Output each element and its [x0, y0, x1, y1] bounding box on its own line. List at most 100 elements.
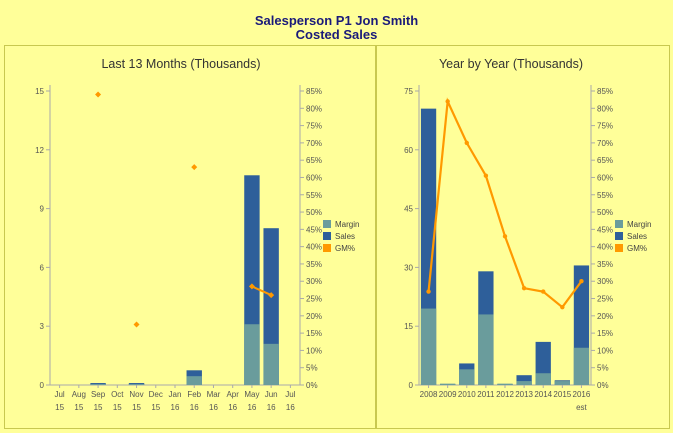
y2-tick-label: 5% [597, 364, 609, 373]
x-tick-label: 2009 [439, 390, 457, 399]
x-tick-label: Jul [285, 390, 295, 399]
sales-bar [516, 375, 532, 385]
x-tick-label: 2012 [496, 390, 514, 399]
x-tick-label: Jul [54, 390, 64, 399]
x-tick-label: Oct [111, 390, 124, 399]
gm-percent-point [579, 279, 584, 284]
y-tick-label: 60 [404, 146, 413, 155]
y2-tick-label: 55% [306, 191, 322, 200]
y2-tick-label: 70% [306, 139, 322, 148]
margin-bar [244, 324, 260, 385]
x-tick-label: Jan [169, 390, 182, 399]
gm-percent-marker [268, 292, 275, 299]
chart-title: Year by Year (Thousands) [439, 57, 583, 71]
x-tick-sublabel: 16 [228, 403, 237, 412]
margin-bar [186, 376, 202, 385]
y-tick-label: 0 [40, 381, 45, 390]
margin-bar [90, 384, 106, 385]
y2-tick-label: 80% [306, 104, 322, 113]
y2-tick-label: 40% [306, 243, 322, 252]
x-tick-label: Apr [226, 390, 239, 399]
y2-tick-label: 5% [306, 364, 318, 373]
y2-tick-label: 20% [306, 312, 322, 321]
gm-percent-marker [95, 91, 102, 98]
y-tick-label: 9 [40, 205, 45, 214]
y-tick-label: 75 [404, 87, 413, 96]
x-tick-label: Feb [187, 390, 201, 399]
gm-percent-point [464, 140, 469, 146]
gm-percent-point [541, 289, 546, 294]
x-tick-label: 2008 [420, 390, 438, 399]
year-by-year-chart: Year by Year (Thousands) 0 15 30 45 60 75 0% 5% 1… [404, 57, 651, 412]
margin-bar [128, 384, 145, 385]
legend-swatch [615, 232, 623, 240]
y2-tick-label: 35% [306, 260, 322, 269]
y-tick-label: 15 [35, 87, 44, 96]
legend-label: Sales [627, 232, 647, 241]
x-tick-sublabel: 16 [209, 403, 218, 412]
x-tick-sublabel: est [576, 403, 587, 412]
y-tick-label: 3 [40, 322, 45, 331]
x-tick-label: 2010 [458, 390, 476, 399]
gm-percent-point [426, 289, 431, 294]
margin-bar [554, 381, 570, 385]
y-tick-label: 30 [404, 263, 413, 272]
y2-tick-label: 85% [597, 87, 613, 96]
gm-percent-marker [248, 283, 255, 290]
gm-percent-point [445, 99, 450, 104]
report-subtitle: Costed Sales [295, 27, 378, 42]
legend-swatch [615, 244, 623, 252]
legend-label: Margin [627, 220, 651, 229]
x-tick-sublabel: 16 [190, 403, 199, 412]
y2-tick-label: 60% [597, 173, 613, 182]
y2-tick-label: 15% [306, 329, 322, 338]
y2-tick-label: 30% [597, 277, 613, 286]
y2-tick-label: 50% [597, 208, 613, 217]
margin-bar [573, 347, 590, 385]
gm-percent-point [521, 285, 527, 291]
x-tick-label: 2016 [573, 390, 591, 399]
y2-tick-label: 65% [597, 156, 613, 165]
legend-swatch [323, 232, 331, 240]
legend-label: GM% [335, 244, 355, 253]
legend-swatch [323, 244, 331, 252]
x-tick-sublabel: 15 [55, 403, 64, 412]
x-tick-sublabel: 15 [151, 403, 160, 412]
x-tick-label: 2011 [477, 390, 495, 399]
margin-bar [497, 383, 513, 385]
x-tick-label: 2013 [515, 390, 533, 399]
gm-percent-line [427, 97, 583, 309]
legend-label: Sales [335, 232, 355, 241]
x-tick-label: Jun [265, 390, 278, 399]
margin-bar [478, 314, 494, 385]
y2-tick-label: 35% [597, 260, 613, 269]
y2-tick-label: 0% [597, 381, 609, 390]
x-tick-label: Dec [149, 390, 163, 399]
y-tick-label: 12 [35, 146, 44, 155]
x-tick-sublabel: 15 [113, 403, 122, 412]
y2-tick-label: 65% [306, 156, 322, 165]
legend-swatch [615, 220, 623, 228]
y-tick-label: 15 [404, 322, 413, 331]
y2-tick-label: 25% [306, 295, 322, 304]
margin-bar [263, 343, 279, 385]
x-tick-sublabel: 16 [171, 403, 180, 412]
y2-tick-label: 50% [306, 208, 322, 217]
y2-tick-label: 20% [597, 312, 613, 321]
gm-percent-marker [133, 321, 140, 328]
y2-tick-label: 70% [597, 139, 613, 148]
x-tick-label: Mar [207, 390, 221, 399]
x-tick-label: May [244, 390, 259, 399]
y2-tick-label: 10% [597, 346, 613, 355]
legend-swatch [323, 220, 331, 228]
y2-tick-label: 10% [306, 346, 322, 355]
gm-percent-point [483, 173, 489, 178]
y2-tick-label: 85% [306, 87, 322, 96]
y2-tick-label: 45% [597, 225, 613, 234]
last-13-months-chart: Last 13 Months (Thousands) 0 3 6 9 12 15 0% 5% 10… [35, 57, 359, 412]
x-tick-label: 2014 [534, 390, 552, 399]
x-tick-label: Nov [129, 390, 143, 399]
x-tick-sublabel: 15 [94, 403, 103, 412]
margin-bar [459, 369, 475, 385]
margin-bar [516, 381, 532, 385]
